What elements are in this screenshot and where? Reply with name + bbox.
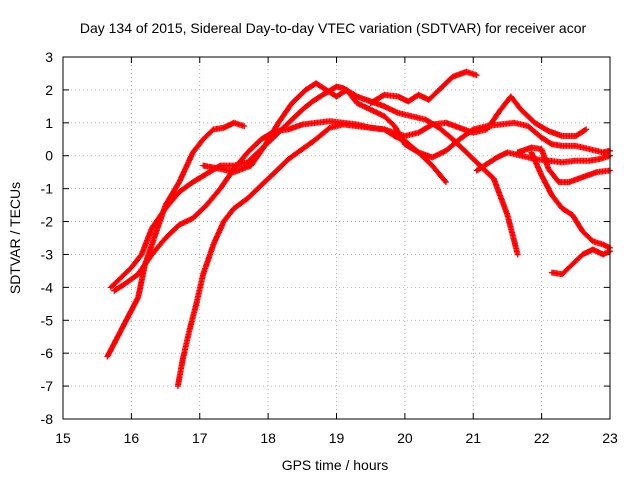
x-tick-label: 21 xyxy=(465,430,481,446)
y-tick-label: -3 xyxy=(41,246,54,262)
y-tick-label: 3 xyxy=(45,49,53,65)
y-tick-label: -1 xyxy=(41,181,54,197)
series-track-j xyxy=(548,246,613,278)
series-track-f xyxy=(367,68,480,107)
y-tick-label: -6 xyxy=(41,345,54,361)
grid-layer xyxy=(63,57,610,419)
series-line xyxy=(530,152,611,249)
y-tick-label: -8 xyxy=(41,411,54,427)
series-track-h xyxy=(514,144,613,186)
y-axis-title: SDTVAR / TECUs xyxy=(7,182,23,294)
series-layer xyxy=(104,68,613,390)
x-tick-label: 20 xyxy=(397,430,413,446)
x-tick-label: 19 xyxy=(329,430,345,446)
x-tick-label: 17 xyxy=(192,430,208,446)
series-markers xyxy=(200,80,613,176)
series-line xyxy=(177,123,447,387)
series-line xyxy=(110,85,519,288)
x-tick-label: 16 xyxy=(124,430,140,446)
x-axis-title: GPS time / hours xyxy=(282,457,389,473)
y-tick-label: 2 xyxy=(45,82,53,98)
series-track-b xyxy=(107,83,521,291)
y-tick-label: -4 xyxy=(41,279,54,295)
x-tick-label: 18 xyxy=(260,430,276,446)
series-markers xyxy=(514,144,613,186)
series-track-i xyxy=(528,149,613,251)
x-tick-label: 15 xyxy=(55,430,71,446)
series-track-c xyxy=(174,121,449,390)
y-tick-label: 1 xyxy=(45,115,53,131)
series-track-e xyxy=(200,80,613,176)
series-markers xyxy=(548,246,613,278)
y-tick-label: 0 xyxy=(45,148,53,164)
series-markers xyxy=(174,121,449,390)
series-markers xyxy=(107,83,521,291)
y-tick-label: -7 xyxy=(41,378,54,394)
series-markers xyxy=(528,149,613,251)
plot-frame xyxy=(62,56,611,420)
chart-title: Day 134 of 2015, Sidereal Day-to-day VTE… xyxy=(80,20,587,36)
x-tick-label: 22 xyxy=(534,430,550,446)
series-markers xyxy=(367,68,480,107)
y-tick-label: -2 xyxy=(41,214,54,230)
y-tick-label: -5 xyxy=(41,312,54,328)
x-tick-label: 23 xyxy=(602,430,618,446)
